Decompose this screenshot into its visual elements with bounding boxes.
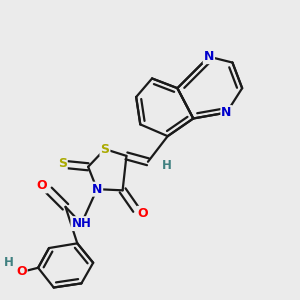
Text: H: H (4, 256, 14, 269)
Text: O: O (16, 265, 27, 278)
Text: O: O (36, 179, 47, 192)
Text: O: O (137, 207, 148, 220)
Text: S: S (58, 157, 67, 170)
Text: N: N (92, 183, 102, 196)
Text: N: N (204, 50, 214, 63)
Text: H: H (162, 159, 172, 172)
Text: NH: NH (71, 217, 91, 230)
Text: N: N (221, 106, 232, 119)
Text: S: S (100, 142, 109, 156)
